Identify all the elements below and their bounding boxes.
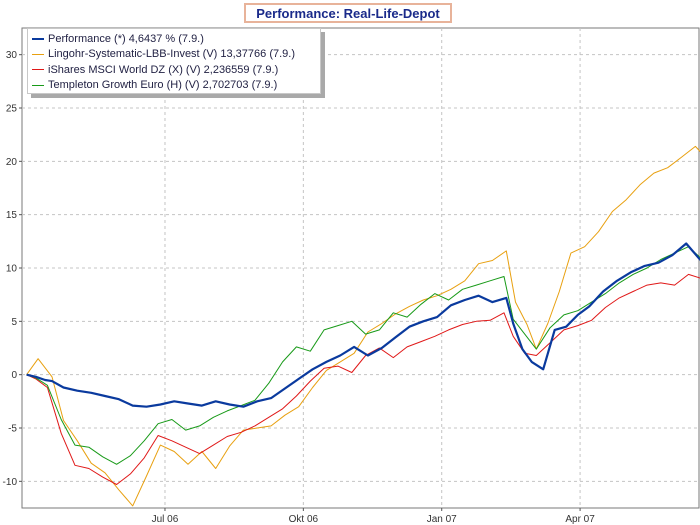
y-tick-label: -5 (8, 424, 17, 435)
legend-label-ishares: iShares MSCI World DZ (X) (V) 2,236559 (… (48, 63, 279, 76)
legend-label-templeton: Templeton Growth Euro (H) (V) 2,702703 (… (48, 79, 278, 92)
y-tick-label: 10 (6, 264, 18, 275)
series-line-lingohr-systematic-lbb-invest (26, 145, 700, 507)
legend-item-ishares: iShares MSCI World DZ (X) (V) 2,236559 (… (32, 62, 316, 78)
legend: Performance (*) 4,6437 % (7.9.) Lingohr-… (27, 28, 321, 94)
x-tick-label: Apr 07 (565, 514, 595, 525)
y-tick-label: 5 (11, 317, 17, 328)
chart-title: Performance: Real-Life-Depot (244, 3, 452, 23)
legend-swatch-lingohr (32, 53, 44, 55)
y-tick-label: -10 (3, 477, 18, 488)
legend-swatch-templeton (32, 84, 44, 86)
y-tick-label: 25 (6, 104, 18, 115)
y-tick-label: 20 (6, 157, 18, 168)
legend-item-templeton: Templeton Growth Euro (H) (V) 2,702703 (… (32, 78, 316, 94)
legend-item-performance: Performance (*) 4,6437 % (7.9.) (32, 31, 316, 47)
legend-swatch-ishares (32, 69, 44, 71)
y-tick-label: 30 (6, 50, 18, 61)
series-line-ishares-msci-world-dz (26, 273, 700, 485)
x-tick-label: Jul 06 (152, 514, 179, 525)
legend-label-performance: Performance (*) 4,6437 % (7.9.) (48, 32, 204, 45)
series-line-templeton-growth-euro (26, 246, 700, 465)
legend-label-lingohr: Lingohr-Systematic-LBB-Invest (V) 13,377… (48, 48, 296, 61)
legend-swatch-performance (32, 37, 44, 40)
y-tick-label: 0 (11, 370, 17, 381)
x-tick-label: Okt 06 (289, 514, 319, 525)
y-tick-label: 15 (6, 210, 18, 221)
series-line-performance (26, 242, 700, 408)
x-tick-label: Jan 07 (427, 514, 457, 525)
legend-item-lingohr: Lingohr-Systematic-LBB-Invest (V) 13,377… (32, 47, 316, 63)
